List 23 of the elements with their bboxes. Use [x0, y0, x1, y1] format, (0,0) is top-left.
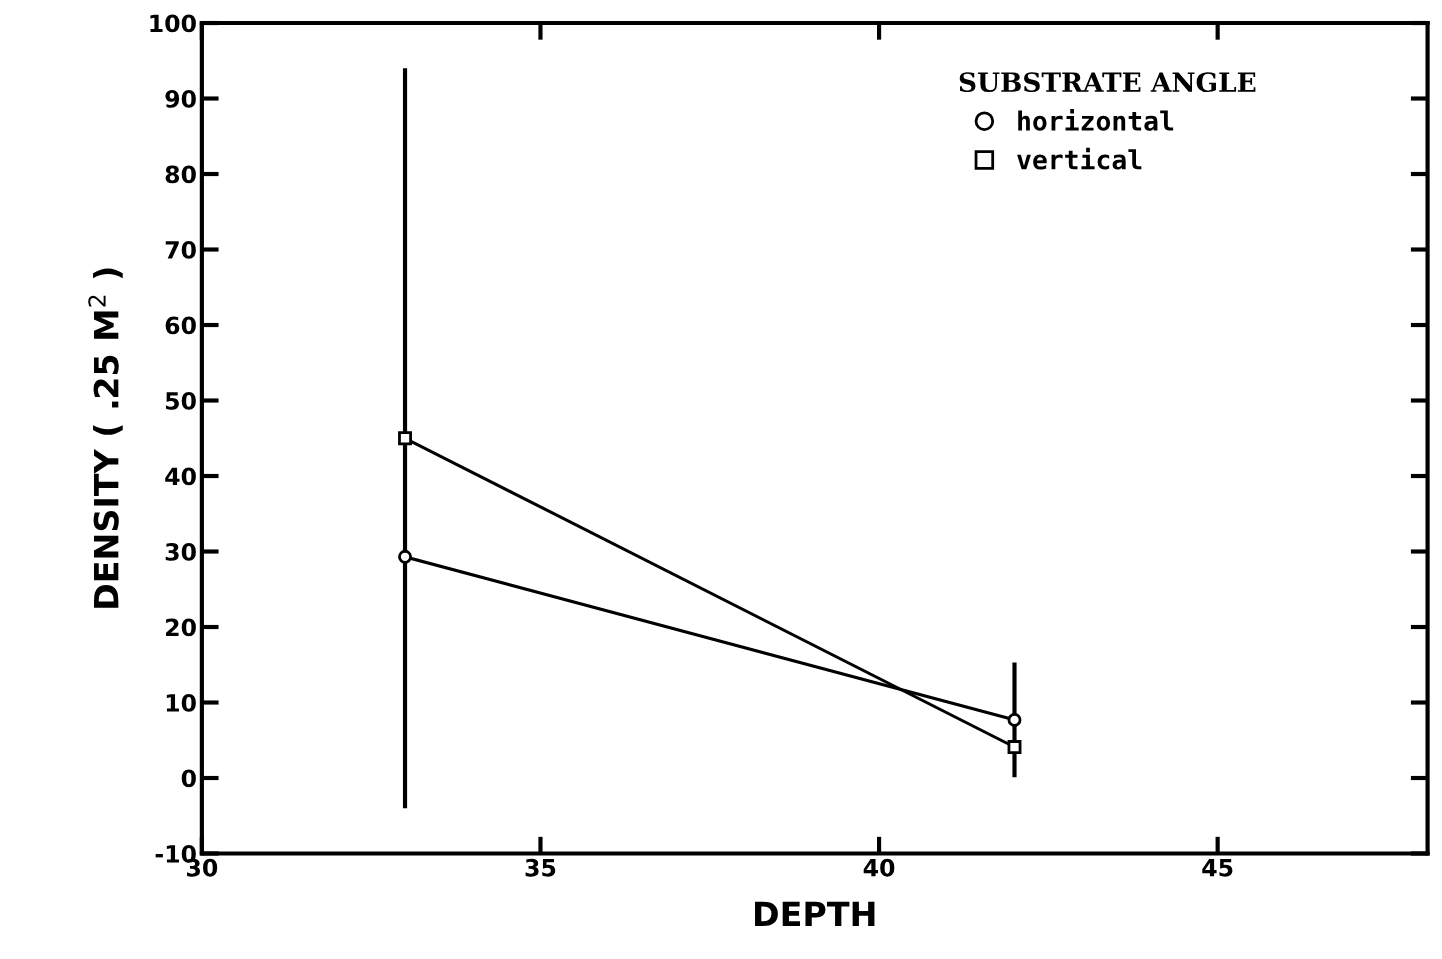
y-tick-label: 60 — [165, 316, 196, 335]
point — [398, 431, 412, 446]
point — [1007, 740, 1022, 754]
y-tick-label: 70 — [165, 240, 196, 259]
legend-label: horizontal — [1018, 109, 1174, 131]
y-tick-label: 0 — [181, 769, 196, 788]
y-axis-title: DENSITY ( .25 M$^{2}$ ) — [88, 268, 123, 608]
point — [1007, 712, 1022, 727]
y-tick-label: 50 — [165, 391, 196, 410]
y-tick-label: 100 — [150, 14, 196, 33]
y-tick-label: 10 — [166, 693, 196, 712]
legend-label: vertical — [1017, 147, 1142, 170]
y-tick-label: 30 — [165, 542, 196, 561]
point — [398, 549, 412, 564]
y-tick-label: 80 — [165, 165, 196, 184]
y-tick-label: 90 — [165, 89, 196, 108]
x-axis-title: DEPTH — [755, 901, 875, 926]
legend-title: SUBSTRATE ANGLE — [959, 72, 1256, 93]
x-tick-label: 40 — [863, 858, 895, 877]
x-tick-label: 35 — [525, 858, 556, 877]
y-tick-label: 40 — [165, 467, 196, 486]
y-tick-label: 20 — [166, 618, 196, 637]
x-tick-label: 45 — [1202, 859, 1233, 877]
